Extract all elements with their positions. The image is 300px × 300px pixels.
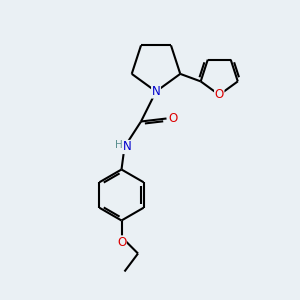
Text: O: O — [214, 88, 224, 101]
Text: N: N — [122, 140, 131, 154]
Text: H: H — [115, 140, 123, 151]
Text: O: O — [117, 236, 126, 249]
Text: O: O — [169, 112, 178, 125]
Text: N: N — [152, 85, 160, 98]
